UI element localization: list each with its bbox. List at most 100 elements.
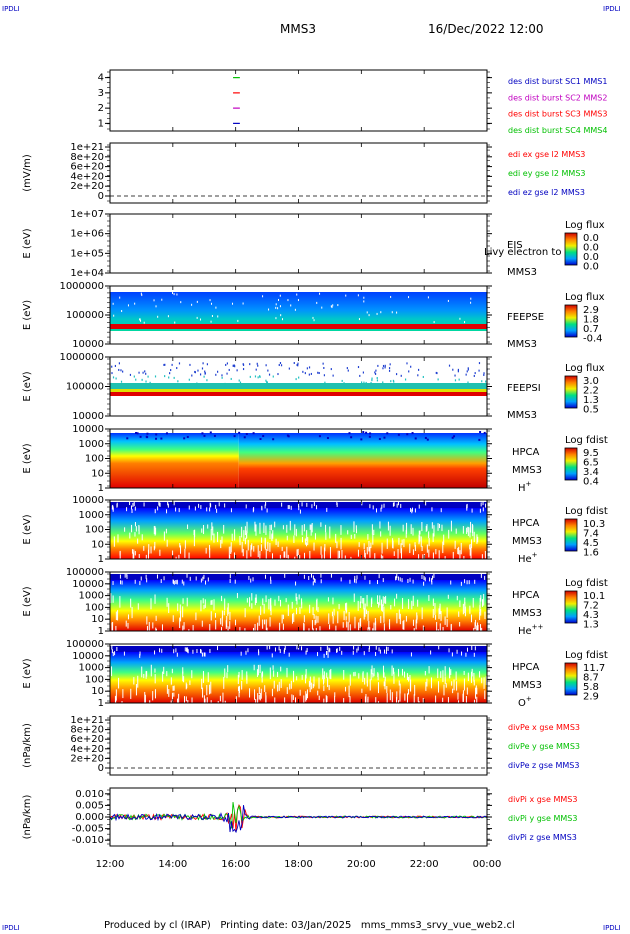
spectrogram-gap xyxy=(402,598,404,609)
spectrogram-gap xyxy=(271,534,273,541)
spectrogram-gap xyxy=(231,533,233,541)
spectrogram-gap xyxy=(141,534,143,541)
colorbar-tick: 1.8 xyxy=(583,315,599,326)
spectrogram-gap xyxy=(368,314,370,317)
spectrogram-gap xyxy=(313,676,315,687)
spectrogram-gap xyxy=(111,666,113,677)
spectrogram-gap xyxy=(360,618,362,627)
spectrogram-gap xyxy=(423,581,425,586)
spectrogram-gap xyxy=(205,580,207,585)
spectrogram-gap xyxy=(439,523,441,529)
spectrogram-gap xyxy=(263,603,265,614)
spectrogram-gap xyxy=(387,521,389,531)
spectrogram-gap xyxy=(441,524,443,532)
footer-text: Produced by cl (IRAP) Printing date: 03/… xyxy=(104,920,515,931)
spectrogram-gap xyxy=(479,611,481,620)
spectrogram-gap xyxy=(380,531,382,537)
spectrogram-gap xyxy=(353,521,355,533)
spectrogram-gap xyxy=(473,652,475,657)
spectrogram-gap xyxy=(480,595,482,602)
spectrogram-gap xyxy=(263,522,265,533)
spectrogram-gap xyxy=(334,695,336,703)
spectrogram-gap xyxy=(112,652,114,657)
spectrogram-gap xyxy=(396,593,398,599)
spectrogram-gap xyxy=(299,555,301,561)
spectrogram-gap xyxy=(296,676,298,681)
spectrogram-gap xyxy=(364,696,366,708)
spectrogram-gap xyxy=(407,693,409,705)
spectrogram-gap xyxy=(200,578,202,583)
spectrogram-speck xyxy=(410,365,412,368)
xtick-label: 18:00 xyxy=(284,859,313,870)
spectrogram-speck xyxy=(483,431,486,434)
spectrogram-gap xyxy=(262,598,264,606)
spectrogram-gap xyxy=(210,681,212,694)
spectrogram-gap xyxy=(154,674,156,684)
spectrogram-speck xyxy=(230,377,232,380)
spectrogram-gap xyxy=(201,620,203,627)
spectrogram-gap xyxy=(452,551,454,559)
spectrogram-gap xyxy=(223,524,225,534)
spectrogram-gap xyxy=(139,653,141,658)
spectrogram-gap xyxy=(401,548,403,561)
spectrogram-gap xyxy=(411,600,413,610)
spectrogram-gap xyxy=(358,622,360,631)
spectrogram-gap xyxy=(292,695,294,700)
spectrogram-speck xyxy=(383,436,386,439)
spectrogram-gap xyxy=(172,701,174,709)
spectrogram-gap xyxy=(366,547,368,555)
spectrogram-gap xyxy=(422,697,424,705)
spectrogram-gap xyxy=(484,550,486,559)
spectrogram-gap xyxy=(196,649,198,654)
spectrogram-gap xyxy=(372,534,374,545)
spectrogram-speck xyxy=(293,362,295,365)
spectrogram-gap xyxy=(447,594,449,599)
spectrogram-gap xyxy=(473,672,475,682)
spectrogram-gap xyxy=(217,646,219,651)
ytick-label: 1000 xyxy=(79,663,104,674)
spectrogram-gap xyxy=(372,673,374,678)
spectrogram-gap xyxy=(376,312,378,315)
spectrogram-gap xyxy=(206,507,208,512)
spectrogram-gap xyxy=(356,529,358,534)
spectrogram-gap xyxy=(182,606,184,618)
spectrogram-speck xyxy=(209,431,212,434)
spectrogram-speck xyxy=(225,363,227,366)
spectrogram-gap xyxy=(221,595,223,602)
spectrogram-gap xyxy=(210,320,212,323)
spectrogram-speck xyxy=(236,369,238,372)
legend-entry: divPi z gse MMS3 xyxy=(508,833,577,842)
plot-datetime: 16/Dec/2022 12:00 xyxy=(428,22,544,36)
spectrogram-gap xyxy=(173,649,175,654)
spectrogram-gap xyxy=(467,672,469,682)
spectrogram-speck xyxy=(483,372,485,375)
spectrogram-gap xyxy=(442,626,444,634)
spectrogram-gap xyxy=(258,651,260,656)
spectrogram-gap xyxy=(196,316,198,319)
spectrogram-gap xyxy=(341,650,343,655)
spectrogram-gap xyxy=(279,622,281,632)
spectrogram-gap xyxy=(360,596,362,604)
spectrogram-speck xyxy=(435,371,437,374)
spectrogram-speck xyxy=(194,370,196,373)
spectrogram-gap xyxy=(374,553,376,560)
spectrogram-gap xyxy=(145,554,147,567)
spectrogram-gap xyxy=(291,694,293,703)
spectrogram-gap xyxy=(119,574,121,579)
colorbar-tick: 7.2 xyxy=(583,601,599,612)
colorbar-tick: 0.0 xyxy=(583,252,599,263)
spectrogram-gap xyxy=(155,305,157,308)
ylabel: E (eV) xyxy=(22,300,33,330)
spectrogram-gap xyxy=(396,613,398,624)
spectrogram-speck xyxy=(255,368,257,371)
spectrogram-gap xyxy=(286,535,288,541)
spectrogram-gap xyxy=(409,675,411,681)
legend-entry: des dist burst SC4 MMS4 xyxy=(508,126,607,135)
panel-frame xyxy=(109,69,488,132)
spectrogram-gap xyxy=(290,304,292,307)
spectrogram-gap xyxy=(433,573,435,578)
spectrogram-gap xyxy=(470,521,472,533)
spectrogram-gap xyxy=(224,598,226,611)
